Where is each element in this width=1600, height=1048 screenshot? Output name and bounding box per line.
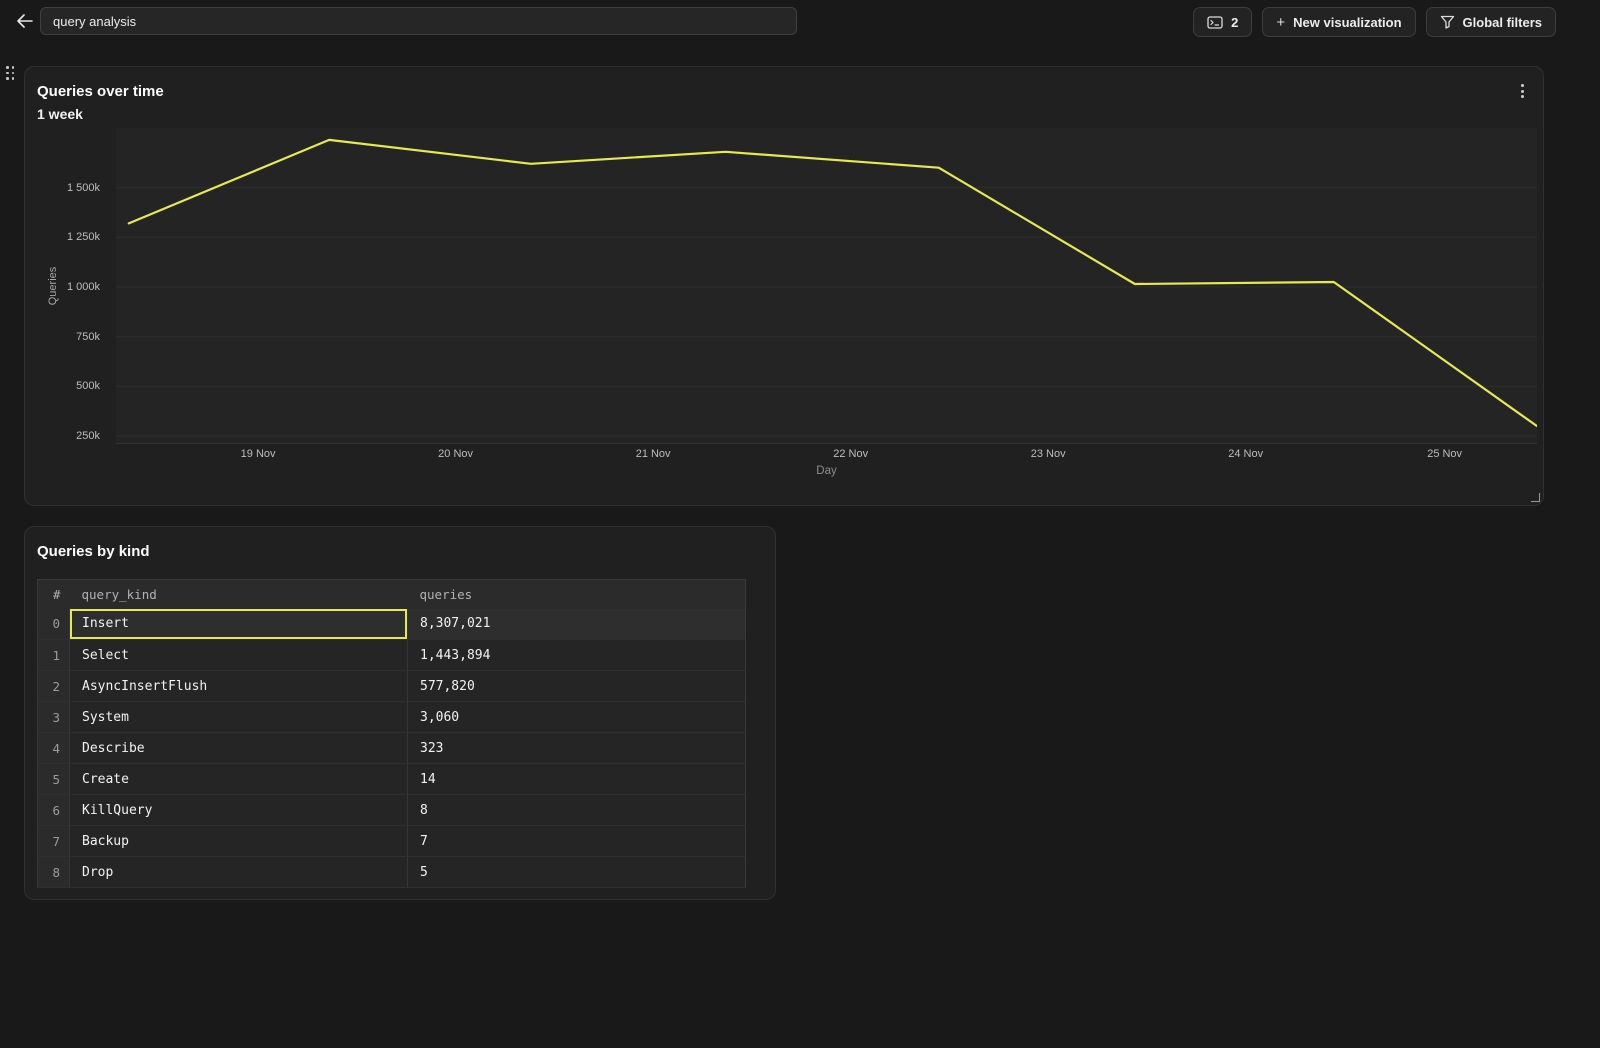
column-header-queries[interactable]: queries: [407, 579, 746, 609]
topbar-actions: 2 + New visualization Global filters: [1193, 7, 1556, 37]
query-kind-cell[interactable]: KillQuery: [69, 794, 408, 826]
column-header-query-kind[interactable]: query_kind: [69, 579, 408, 609]
queries-value-cell[interactable]: 8: [407, 794, 746, 826]
queries-count-label: 2: [1231, 14, 1239, 30]
row-index: 5: [37, 763, 70, 795]
y-tick-label: 1 500k: [66, 181, 100, 194]
table-row: 7 Backup 7: [37, 825, 746, 857]
query-kind-cell[interactable]: Drop: [69, 856, 408, 888]
x-tick-label: 19 Nov: [240, 448, 276, 460]
y-tick-label: 1 000k: [66, 280, 100, 293]
table-row: 2 AsyncInsertFlush 577,820: [37, 670, 746, 702]
row-index: 0: [37, 608, 70, 640]
queries-value-cell[interactable]: 3,060: [407, 701, 746, 733]
global-filters-button[interactable]: Global filters: [1425, 7, 1556, 37]
x-tick-label: 24 Nov: [1228, 448, 1264, 460]
queries-value-cell[interactable]: 5: [407, 856, 746, 888]
queries-value-cell[interactable]: 7: [407, 825, 746, 857]
row-index: 7: [37, 825, 70, 857]
queries-count-button[interactable]: 2: [1193, 7, 1253, 37]
panel-resize-handle[interactable]: [1531, 493, 1540, 502]
kebab-menu-icon[interactable]: [1511, 79, 1533, 103]
topbar: 2 + New visualization Global filters: [0, 0, 1600, 44]
queries-line-chart[interactable]: [116, 128, 1537, 444]
query-kind-cell[interactable]: Describe: [69, 732, 408, 764]
y-tick-label: 250k: [76, 430, 100, 443]
x-tick-label: 23 Nov: [1030, 448, 1066, 460]
x-axis-title: Day: [816, 465, 837, 477]
x-tick-label: 20 Nov: [438, 448, 474, 460]
global-filters-label: Global filters: [1462, 14, 1542, 30]
funnel-icon: [1440, 15, 1455, 29]
table-row: 1 Select 1,443,894: [37, 639, 746, 671]
y-tick-label: 1 250k: [66, 231, 100, 244]
x-tick-label: 25 Nov: [1427, 448, 1463, 460]
table-row: 6 KillQuery 8: [37, 794, 746, 826]
row-index: 4: [37, 732, 70, 764]
table-row: 0 Insert 8,307,021: [37, 608, 746, 640]
y-tick-label: 750k: [76, 330, 100, 343]
queries-value-cell[interactable]: 8,307,021: [407, 608, 746, 640]
row-index: 3: [37, 701, 70, 733]
row-index: 6: [37, 794, 70, 826]
table-row: 4 Describe 323: [37, 732, 746, 764]
row-index: 1: [37, 639, 70, 671]
arrow-left-icon: [16, 13, 33, 31]
plus-icon: +: [1276, 13, 1286, 31]
row-index: 8: [37, 856, 70, 888]
x-axis-ticks: 19 Nov 20 Nov 21 Nov 22 Nov 23 Nov 24 Nov 25 N…: [116, 448, 1537, 464]
query-kind-cell[interactable]: Create: [69, 763, 408, 795]
query-kind-cell[interactable]: Backup: [69, 825, 408, 857]
panel-drag-handle[interactable]: [6, 66, 16, 81]
new-visualization-label: New visualization: [1293, 14, 1402, 30]
queries-by-kind-table: # query_kind queries 0 Insert 8,307,021 1 Se…: [37, 579, 746, 888]
queries-value-cell[interactable]: 14: [407, 763, 746, 795]
column-header-index[interactable]: #: [37, 579, 70, 609]
y-tick-label: 500k: [76, 380, 100, 393]
queries-value-cell[interactable]: 577,820: [407, 670, 746, 702]
queries-value-cell[interactable]: 323: [407, 732, 746, 764]
query-kind-cell[interactable]: AsyncInsertFlush: [69, 670, 408, 702]
row-index: 2: [37, 670, 70, 702]
table-row: 3 System 3,060: [37, 701, 746, 733]
query-kind-cell[interactable]: Select: [69, 639, 408, 671]
query-kind-cell[interactable]: System: [69, 701, 408, 733]
line-chart-svg: [116, 128, 1537, 444]
queries-value-cell[interactable]: 1,443,894: [407, 639, 746, 671]
queries-by-kind-panel: Queries by kind # query_kind queries 0 In…: [24, 526, 776, 900]
table-panel-title: Queries by kind: [37, 543, 150, 560]
back-button[interactable]: [10, 8, 38, 36]
table-header-row: # query_kind queries: [37, 579, 746, 609]
table-row: 8 Drop 5: [37, 856, 746, 888]
queries-over-time-panel: Queries over time 1 week Queries 250k 500…: [24, 66, 1544, 506]
dashboard-title-input[interactable]: [40, 7, 797, 35]
console-icon: [1207, 15, 1223, 29]
x-tick-label: 21 Nov: [635, 448, 671, 460]
chart-panel-title: Queries over time: [37, 83, 164, 100]
new-visualization-button[interactable]: + New visualization: [1262, 7, 1416, 37]
chart-panel-subtitle: 1 week: [37, 106, 83, 122]
x-tick-label: 22 Nov: [833, 448, 869, 460]
query-kind-cell[interactable]: Insert: [69, 608, 408, 640]
queries-table-body: 0 Insert 8,307,021 1 Select 1,443,894 2 AsyncIn…: [37, 608, 746, 888]
y-axis-ticks: 250k 500k 750k 1 000k 1 250k 1 500k: [25, 128, 108, 444]
table-row: 5 Create 14: [37, 763, 746, 795]
